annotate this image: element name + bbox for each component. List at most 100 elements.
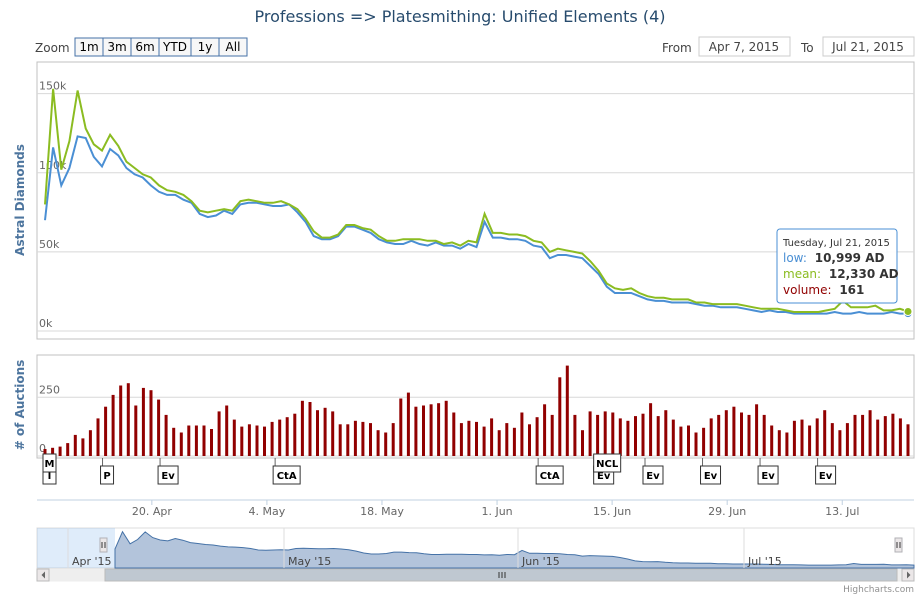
flag-ev-marker[interactable] (815, 465, 837, 485)
volume-bar (300, 400, 304, 456)
x-tick-label: 29. Jun (708, 505, 746, 518)
x-tick-label: 18. May (360, 505, 404, 518)
volume-bar (111, 394, 115, 456)
flag-ncl-marker[interactable] (593, 453, 622, 473)
zoom-button-group: 1m 3m 6m YTD 1y All (74, 37, 248, 57)
volume-bar (906, 424, 910, 456)
volume-bar (876, 419, 880, 456)
volume-bar (853, 414, 857, 456)
to-date-input-box[interactable] (822, 36, 915, 57)
tooltip-mean-row: mean: 12,330 AD (783, 267, 899, 281)
volume-bar (550, 414, 554, 456)
volume-bar (520, 412, 524, 456)
volume-bar (573, 414, 577, 456)
flag-cta-marker[interactable] (272, 465, 301, 485)
flag-label: I (48, 471, 52, 482)
tooltip-mean-label: mean: (783, 267, 821, 281)
tooltip: Tuesday, Jul 21, 2015 low: 10,999 AD mea… (776, 228, 899, 304)
volume-bar (535, 417, 539, 456)
flag-ev-marker[interactable] (700, 465, 722, 485)
zoom-button-label: 3m (107, 40, 126, 54)
volume-bar (671, 419, 675, 456)
flag-ev-marker[interactable] (757, 465, 779, 485)
volume-bar (656, 416, 660, 456)
volume-bar (618, 418, 622, 456)
volume-bar (709, 418, 713, 456)
series-line-low (44, 135, 908, 315)
navigator-label: Jun '15 (521, 555, 560, 568)
volume-bar (361, 421, 365, 456)
navigator[interactable]: Apr '15 May '15 Jun '15 Jul '15 (36, 527, 915, 569)
price-gridlines (37, 93, 914, 332)
volume-bar (755, 404, 759, 456)
volume-bar (467, 420, 471, 456)
flag-label: CtA (540, 471, 560, 482)
zoom-all-button[interactable] (218, 37, 248, 57)
volume-bar (346, 424, 350, 456)
volume-tick-label: 0 (39, 442, 46, 455)
volume-bar (732, 406, 736, 456)
volume-bar (603, 411, 607, 456)
volume-bar (51, 447, 55, 456)
volume-bar (316, 410, 319, 456)
volume-bar (626, 420, 630, 456)
volume-bar (891, 413, 895, 456)
flag-label: Ev (704, 471, 718, 482)
volume-bar (437, 403, 441, 456)
volume-bar (444, 400, 448, 456)
volume-bar (823, 410, 827, 456)
volume-bar (104, 406, 108, 456)
volume-bar (43, 449, 47, 456)
zoom-button-label: 1m (79, 40, 98, 54)
volume-bar (141, 387, 145, 456)
flag-label: CtA (277, 471, 297, 482)
to-date-input[interactable]: Jul 21, 2015 (831, 40, 904, 54)
volume-bar (558, 377, 562, 456)
volume-bar (664, 410, 668, 456)
volume-bar (861, 414, 865, 456)
volume-bars-group (43, 365, 910, 456)
flag-ev-marker[interactable] (642, 465, 664, 485)
volume-bar (384, 432, 388, 456)
volume-bar (225, 405, 229, 456)
volume-bar (58, 446, 62, 456)
volume-bar (505, 423, 509, 456)
flag-m-marker[interactable] (42, 453, 57, 473)
volume-bar (581, 430, 584, 456)
scrollbar-thumb[interactable] (104, 568, 898, 582)
flag-ev-marker[interactable] (157, 465, 179, 485)
volume-bar (883, 416, 887, 456)
volume-bar (81, 438, 85, 456)
volume-bar (687, 425, 690, 456)
arrow-right-icon (907, 571, 911, 579)
credits-link[interactable]: Highcharts.com (843, 585, 914, 595)
from-date-input[interactable]: Apr 7, 2015 (709, 40, 779, 54)
volume-bar (255, 425, 259, 456)
price-tick-label: 150k (39, 80, 67, 93)
zoom-label: Zoom (35, 41, 70, 55)
navigator-handle-left[interactable] (99, 537, 108, 553)
navigator-handle-right[interactable] (894, 537, 903, 553)
tooltip-volume-label: volume: (783, 283, 832, 297)
volume-bar (369, 423, 372, 456)
volume-bar (679, 426, 683, 456)
volume-bar (512, 427, 516, 456)
volume-bar (210, 429, 213, 456)
volume-bar (126, 383, 130, 456)
volume-bar (898, 418, 902, 456)
volume-bar (202, 425, 206, 456)
volume-bar (740, 412, 743, 456)
volume-bar (149, 390, 153, 456)
tooltip-low-row: low: 10,999 AD (783, 251, 884, 265)
from-date-input-box[interactable] (698, 36, 791, 57)
flag-cta-marker[interactable] (535, 465, 564, 485)
volume-bar (868, 410, 872, 456)
arrow-left-icon (41, 571, 45, 579)
volume-bar (376, 430, 380, 456)
scrollbar[interactable] (36, 568, 915, 582)
flag-p-marker[interactable] (100, 465, 115, 485)
volume-bar (785, 432, 789, 456)
price-axis-title: Astral Diamonds (13, 144, 27, 256)
